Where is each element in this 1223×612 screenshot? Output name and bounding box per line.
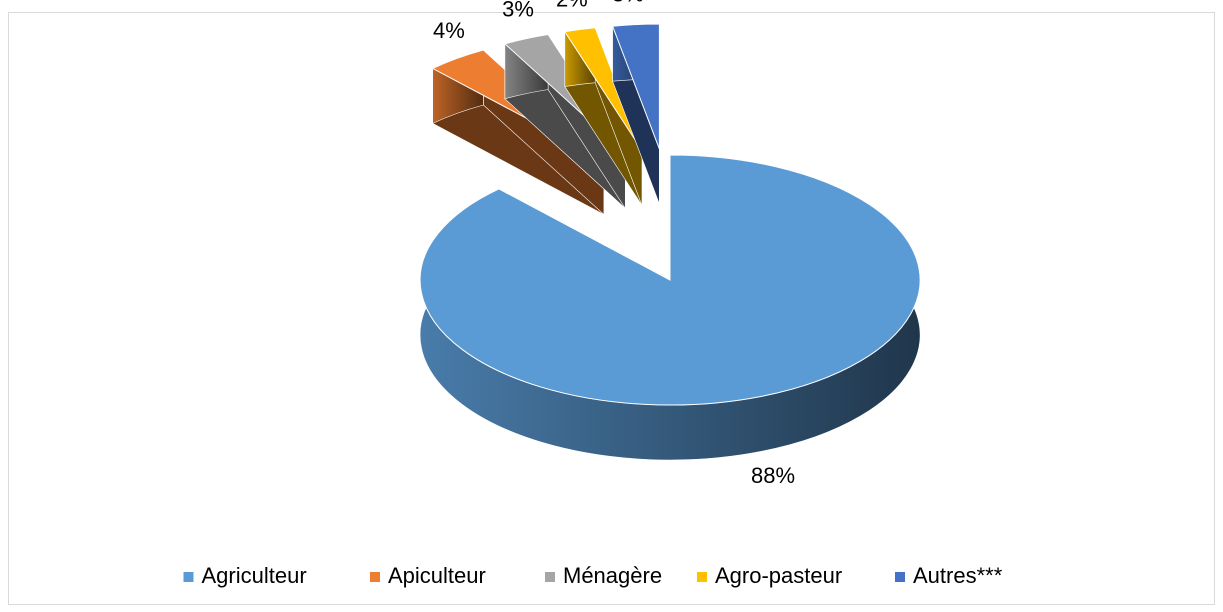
data-label: 3% [612, 0, 644, 6]
slice [563, 27, 643, 151]
pie: 4% 3% 2% 3% 88% [419, 0, 921, 488]
legend-label: Apiculteur [388, 563, 486, 588]
slice [611, 23, 660, 150]
data-label: 4% [433, 18, 465, 43]
legend-swatch [697, 572, 707, 582]
legend-swatch [545, 572, 555, 582]
legend-swatch [183, 572, 194, 582]
legend-label: Agriculteur [202, 563, 307, 588]
legend-label: Ménagère [563, 563, 662, 588]
legend-label: Autres*** [913, 563, 1003, 588]
data-label: 3% [502, 0, 534, 22]
legend-swatch [895, 572, 905, 582]
slice [419, 154, 921, 406]
data-label: 2% [556, 0, 588, 12]
legend: Agriculteur Apiculteur Ménagère Agro-pasteu… [183, 563, 1003, 588]
data-label: 88% [751, 463, 795, 488]
legend-label: Agro-pasteur [715, 563, 842, 588]
legend-swatch [370, 572, 380, 582]
